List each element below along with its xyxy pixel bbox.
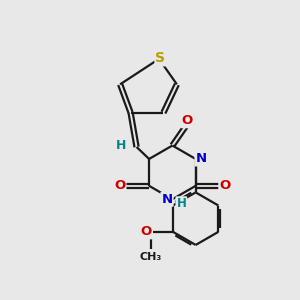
Text: N: N <box>161 193 172 206</box>
Text: O: O <box>114 179 125 192</box>
Text: O: O <box>182 114 193 127</box>
Text: H: H <box>116 139 126 152</box>
Text: S: S <box>155 51 166 65</box>
Text: N: N <box>196 152 207 166</box>
Text: CH₃: CH₃ <box>140 251 162 262</box>
Text: H: H <box>176 197 186 210</box>
Text: O: O <box>141 225 152 238</box>
Text: O: O <box>219 179 231 192</box>
